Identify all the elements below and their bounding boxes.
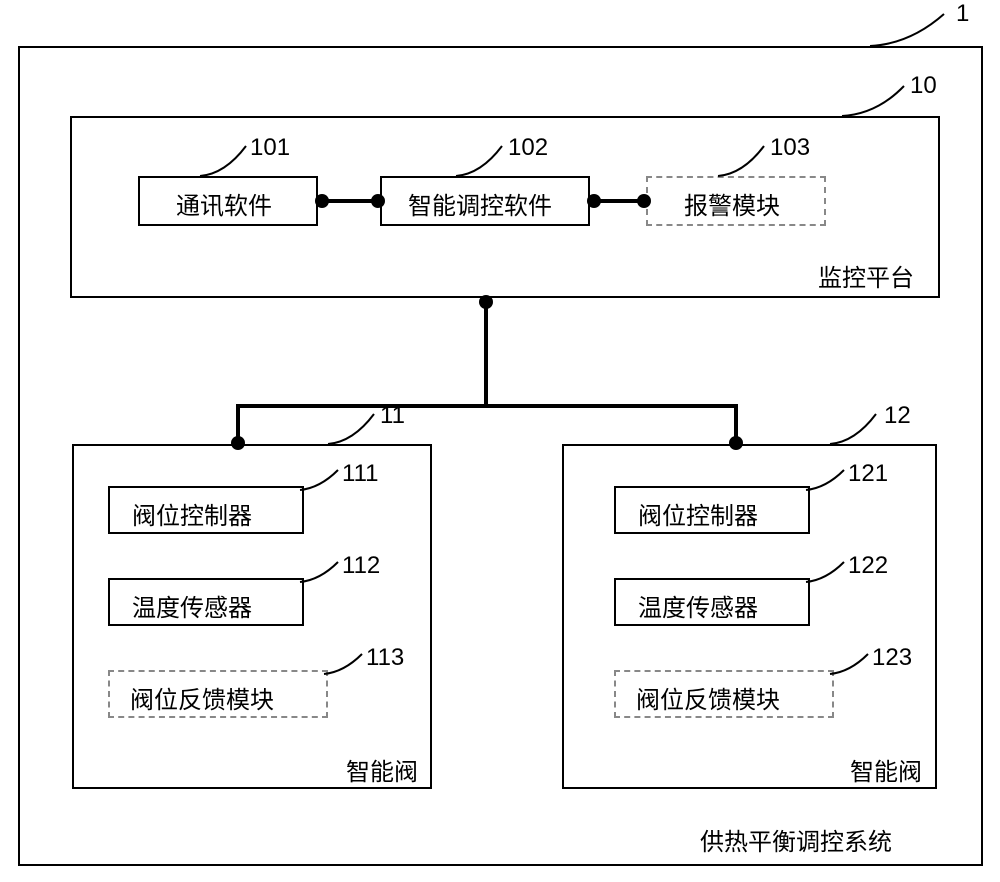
platform-ref: 10 [910,72,937,100]
valve-right-title: 智能阀 [850,752,922,787]
vl-pos-ref: 111 [342,460,378,488]
dot-101-right [315,194,329,208]
dot-102-right [587,194,601,208]
comm-ref: 101 [250,134,290,162]
outer-lead [870,12,960,57]
alarm-lead [718,144,778,185]
valve-left-title: 智能阀 [346,752,418,787]
vl-fb-ref: 113 [366,644,404,672]
vl-pos-label: 阀位控制器 [132,496,252,531]
diagram-root: 1 供热平衡调控系统 10 监控平台 通讯软件 101 智能调控软件 102 报… [0,0,1000,882]
vl-fb-label: 阀位反馈模块 [130,680,274,715]
dot-platform-bottom [479,295,493,309]
outer-title: 供热平衡调控系统 [700,822,892,857]
valve-right-ref: 12 [884,402,911,430]
valve-left-lead [328,412,388,453]
platform-title: 监控平台 [818,258,914,293]
conn-main-down [484,298,488,406]
vl-temp-ref: 112 [342,552,380,580]
valve-left-ref: 11 [380,402,405,430]
vr-fb-ref: 123 [872,644,912,672]
dot-102-left [371,194,385,208]
vr-temp-ref: 122 [848,552,888,580]
vl-temp-label: 温度传感器 [132,588,252,623]
ctrl-ref: 102 [508,134,548,162]
vr-pos-ref: 121 [848,460,888,488]
vr-temp-label: 温度传感器 [638,588,758,623]
ctrl-lead [456,144,516,185]
comm-label: 通讯软件 [176,186,272,221]
dot-103-left [637,194,651,208]
vr-fb-label: 阀位反馈模块 [636,680,780,715]
outer-ref: 1 [956,0,969,28]
conn-branch [238,404,738,408]
ctrl-label: 智能调控软件 [408,186,552,221]
valve-right-lead [830,412,890,453]
alarm-label: 报警模块 [684,186,780,221]
vr-pos-label: 阀位控制器 [638,496,758,531]
alarm-ref: 103 [770,134,810,162]
